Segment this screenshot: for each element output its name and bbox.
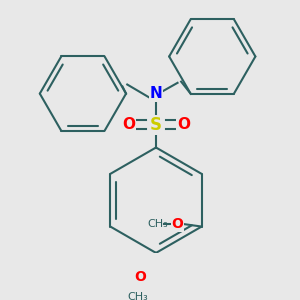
Text: O: O (122, 117, 135, 132)
Text: O: O (177, 117, 190, 132)
Text: S: S (150, 116, 162, 134)
Text: O: O (172, 217, 184, 231)
Text: N: N (150, 86, 162, 101)
Text: CH₃: CH₃ (128, 292, 148, 300)
Text: O: O (134, 270, 146, 284)
Text: CH₃: CH₃ (147, 219, 168, 229)
